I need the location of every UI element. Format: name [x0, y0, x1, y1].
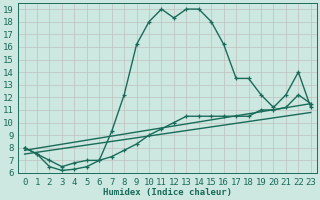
- X-axis label: Humidex (Indice chaleur): Humidex (Indice chaleur): [103, 188, 232, 197]
